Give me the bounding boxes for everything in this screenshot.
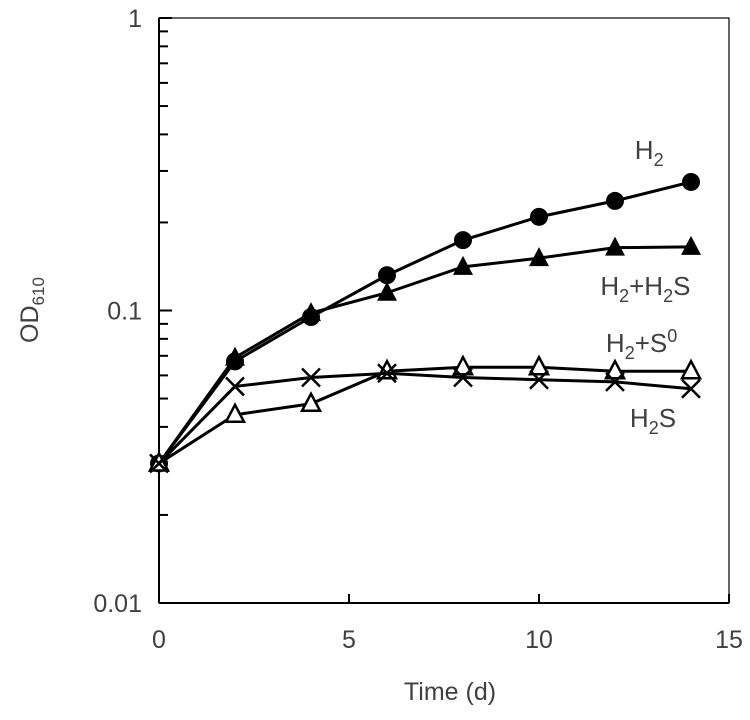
series-line — [158, 365, 691, 465]
series-H2+S0 — [147, 354, 703, 472]
x-tick-label: 5 — [342, 626, 356, 654]
data-point-triangle — [681, 235, 701, 255]
data-point-cross — [377, 363, 397, 384]
y-tick-label: 1 — [128, 5, 142, 33]
data-point-circle — [454, 231, 472, 250]
x-tick-label: 0 — [152, 626, 166, 654]
y-label-sub: 610 — [29, 277, 48, 305]
data-point-triangle — [301, 302, 321, 322]
y-tick-label: 0.1 — [107, 298, 142, 326]
data-point-open-triangle — [603, 358, 627, 380]
series-label-part: S — [659, 403, 676, 433]
series-label-part: +H — [629, 271, 663, 301]
data-point-cross — [225, 376, 245, 397]
x-axis-label: Time (d) — [404, 678, 496, 706]
series-line — [157, 245, 692, 465]
series-label: H2+H2S — [600, 271, 690, 306]
data-point-triangle — [225, 346, 245, 366]
series-label: H2S — [630, 403, 676, 438]
y-tick-label: 0.01 — [93, 590, 142, 618]
series-label-part: 2 — [654, 150, 664, 170]
data-point-open-triangle — [679, 358, 703, 380]
data-point-cross — [529, 369, 549, 390]
series-group — [147, 172, 703, 474]
series-H2S — [149, 363, 701, 474]
series-label-part: 0 — [667, 326, 677, 346]
data-point-circle — [682, 172, 700, 191]
y-label-main: OD — [16, 305, 44, 343]
data-point-cross — [301, 367, 321, 388]
data-point-open-triangle — [527, 354, 551, 376]
data-point-open-triangle — [299, 391, 323, 412]
data-point-cross — [453, 367, 473, 388]
series-line — [157, 371, 692, 465]
series-line — [157, 180, 692, 465]
series-label-part: 2 — [649, 418, 659, 438]
data-point-triangle — [529, 247, 549, 267]
series-label-part: 2 — [625, 343, 635, 363]
series-label-part: H — [606, 328, 625, 358]
data-point-cross — [149, 453, 169, 474]
series-H2+H2S — [149, 235, 701, 472]
x-tick-label: 15 — [715, 626, 743, 654]
data-point-cross — [605, 372, 625, 392]
series-label-part: 2 — [619, 286, 629, 306]
y-axis-label: OD610 — [16, 277, 48, 343]
series-label-part: +S — [635, 328, 668, 358]
series-label-part: H — [635, 135, 654, 165]
series-H2 — [150, 172, 700, 473]
data-point-triangle — [453, 255, 473, 275]
series-label-part: H — [630, 403, 649, 433]
data-point-cross — [681, 378, 701, 399]
data-point-open-triangle — [223, 402, 247, 424]
series-label: H2+S0 — [606, 326, 677, 363]
series-label-part: 2 — [663, 286, 673, 306]
data-point-open-triangle — [451, 354, 475, 376]
data-point-circle — [378, 266, 396, 285]
data-point-triangle — [377, 281, 397, 301]
x-tick-label: 10 — [525, 626, 553, 654]
data-point-circle — [530, 207, 548, 226]
series-label-part: H — [600, 271, 619, 301]
series-label-part: S — [673, 271, 690, 301]
data-point-circle — [606, 191, 624, 210]
data-point-triangle — [605, 236, 625, 256]
plot-frame — [158, 17, 730, 604]
series-label: H2 — [635, 135, 664, 170]
